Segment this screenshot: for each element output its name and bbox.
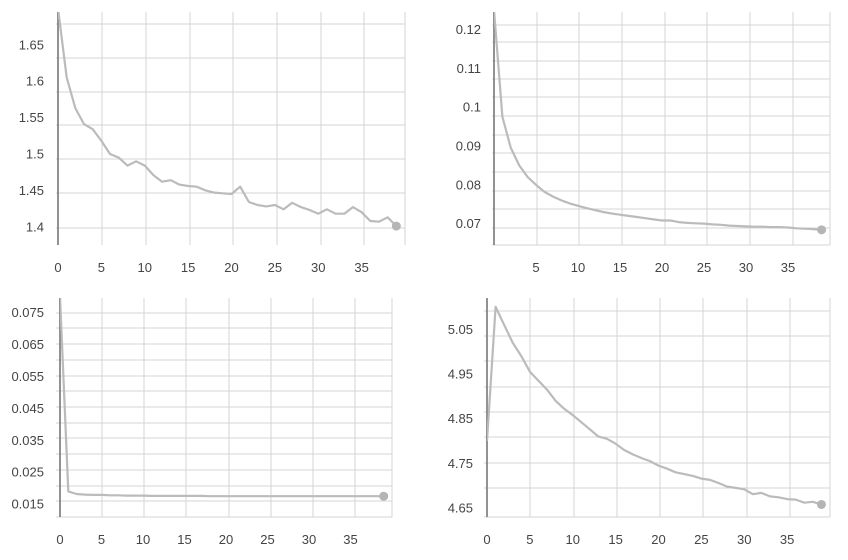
series-end-point [816,499,826,509]
x-tick-label: 35 [354,260,368,275]
y-tick-label: 0.045 [11,401,44,416]
y-tick-label: 0.055 [11,369,44,384]
y-tick-label: 4.85 [448,411,473,426]
x-tick-label: 35 [781,260,795,275]
y-tick-label: 1.55 [19,110,44,125]
y-tick-label: 0.025 [11,465,44,480]
y-tick-label: 0.08 [456,177,481,192]
x-tick-label: 5 [98,532,105,547]
y-tick-label: 4.65 [448,501,473,516]
x-tick-label: 15 [177,532,191,547]
y-tick-label: 0.12 [456,22,481,37]
x-tick-label: 20 [219,532,233,547]
x-tick-label: 10 [571,260,585,275]
x-tick-label: 0 [54,260,61,275]
x-tick-label: 35 [343,532,357,547]
x-tick-label: 0 [56,532,63,547]
y-tick-label: 1.4 [26,219,44,234]
x-tick-label: 35 [780,532,794,547]
x-tick-label: 5 [532,260,539,275]
x-tick-label: 20 [655,260,669,275]
y-tick-label: 4.95 [448,366,473,381]
y-tick-label: 0.015 [11,497,44,512]
series-line [487,305,822,506]
x-tick-label: 10 [136,532,150,547]
x-tick-label: 25 [694,532,708,547]
x-tick-label: 15 [181,260,195,275]
chart-4: 4.65 4.75 4.85 4.95 5.05 0 5 10 15 20 25 30 35 [448,298,831,547]
y-tick-label: 0.09 [456,138,481,153]
x-tick-label: 30 [311,260,325,275]
chart-3: 0.015 0.025 0.035 0.045 0.055 0.065 0.075 0 5 10 1… [11,298,393,547]
x-tick-label: 10 [566,532,580,547]
series-end-point [379,491,389,501]
y-tick-label: 1.6 [26,74,44,89]
y-tick-label: 0.065 [11,337,44,352]
series-end-point [391,221,401,231]
series-line [58,12,398,227]
x-tick-label: 25 [268,260,282,275]
x-tick-label: 25 [697,260,711,275]
y-tick-label: 1.5 [26,146,44,161]
y-tick-label: 0.07 [456,216,481,231]
x-tick-label: 30 [302,532,316,547]
x-tick-label: 30 [739,260,753,275]
series-line [60,298,384,498]
series-line [494,12,822,231]
x-tick-label: 0 [483,532,490,547]
y-tick-label: 0.075 [11,305,44,320]
x-tick-label: 5 [526,532,533,547]
y-tick-label: 0.11 [457,61,481,76]
chart-1: 1.4 1.45 1.5 1.55 1.6 1.65 0 5 10 15 20 25 30 35 [19,12,406,275]
y-tick-label: 0.035 [11,433,44,448]
x-tick-label: 10 [138,260,152,275]
series-end-point [817,225,827,235]
chart-2: 0.07 0.08 0.09 0.1 0.11 0.12 5 10 15 20 25 30 35 [456,12,831,275]
y-tick-label: 0.1 [463,100,481,115]
x-tick-label: 5 [98,260,105,275]
x-tick-label: 15 [608,532,622,547]
y-tick-label: 1.45 [19,183,44,198]
x-tick-label: 30 [737,532,751,547]
y-tick-label: 5.05 [448,322,473,337]
x-tick-label: 20 [224,260,238,275]
x-tick-label: 15 [613,260,627,275]
y-tick-label: 4.75 [448,456,473,471]
y-tick-label: 1.65 [19,37,44,52]
x-tick-label: 25 [260,532,274,547]
x-tick-label: 20 [651,532,665,547]
